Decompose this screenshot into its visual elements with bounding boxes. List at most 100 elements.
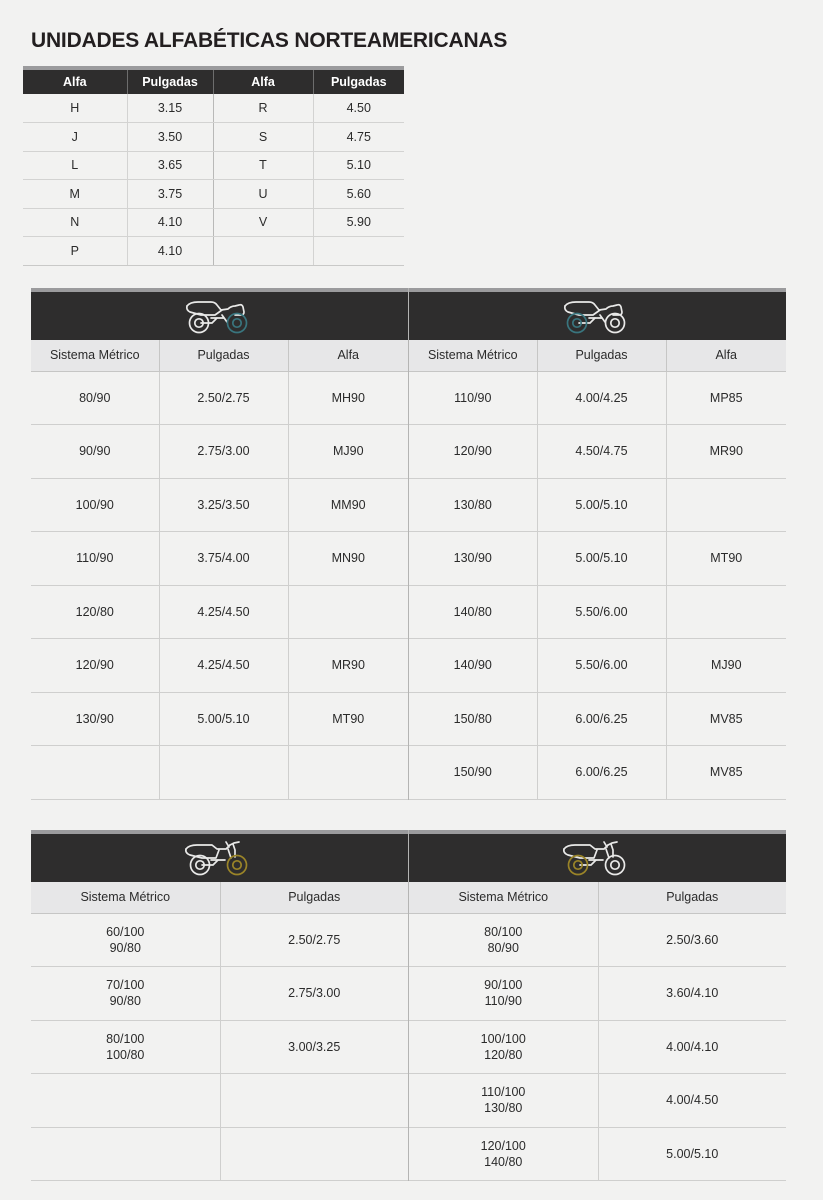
column-header-pulgadas: Pulgadas <box>598 882 786 914</box>
cell-alfa: MM90 <box>288 478 408 532</box>
table-row: 100/90 3.25/3.50 MM90 <box>31 478 408 532</box>
column-header-pulgadas: Pulgadas <box>220 882 408 914</box>
table-row: 90/100 110/90 3.60/4.10 <box>409 966 786 1021</box>
table-row: N 4.10 V 5.90 <box>23 208 404 237</box>
table-row: H 3.15 R 4.50 <box>23 94 404 123</box>
cell-pulgadas: 5.50/6.00 <box>537 638 667 693</box>
cell-sistema-metrico: 80/90 <box>31 371 160 425</box>
cell-pulgadas: 4.00/4.10 <box>598 1020 786 1074</box>
cell-alfa: MR90 <box>288 638 408 693</box>
table-header-row: Alfa Pulgadas Alfa Pulgadas <box>23 70 404 94</box>
metric-size-primary: 120/100 <box>480 1138 526 1153</box>
cell-pulgadas: 5.60 <box>313 179 404 209</box>
cell-pulgadas: 4.75 <box>313 122 404 152</box>
table-row: 130/90 5.00/5.10 MT90 <box>409 531 786 586</box>
cell-alfa: V <box>213 208 314 237</box>
cell-sistema-metrico: 100/90 <box>31 478 160 532</box>
cell-sistema-metrico: 150/90 <box>409 745 538 800</box>
cell-pulgadas: 3.50 <box>127 122 214 152</box>
cell-pulgadas: 2.50/2.75 <box>220 913 408 967</box>
cell-sistema-metrico: 120/90 <box>409 424 538 479</box>
cell-alfa: MJ90 <box>666 638 786 693</box>
table-row: 110/100 130/80 4.00/4.50 <box>409 1073 786 1128</box>
table-row <box>31 1127 408 1181</box>
cell-pulgadas: 2.75/3.00 <box>159 424 289 479</box>
table-row: 140/80 5.50/6.00 <box>409 585 786 639</box>
cell-pulgadas: 3.00/3.25 <box>220 1020 408 1074</box>
cell-pulgadas: 4.00/4.25 <box>537 371 667 425</box>
cell-pulgadas <box>220 1127 408 1181</box>
column-header-alfa-1: Alfa <box>23 70 128 94</box>
dirt-front-tire-panel: Sistema Métrico Pulgadas 80/100 80/90 2.… <box>408 830 786 1181</box>
cell-pulgadas: 5.10 <box>313 151 404 180</box>
cell-alfa: MN90 <box>288 531 408 586</box>
table-row: 60/100 90/80 2.50/2.75 <box>31 913 408 967</box>
motorcycle-front-tire-icon <box>559 296 637 336</box>
cell-pulgadas: 4.10 <box>127 208 214 237</box>
table-row: 140/90 5.50/6.00 MJ90 <box>409 638 786 693</box>
motorcycle-rear-tire-icon <box>181 296 259 336</box>
cell-alfa: MV85 <box>666 745 786 800</box>
cell-sistema-metrico: 90/90 <box>31 424 160 479</box>
dirt-rear-tire-panel: Sistema Métrico Pulgadas 60/100 90/80 2.… <box>31 830 408 1181</box>
cell-pulgadas: 4.10 <box>127 236 214 266</box>
cell-alfa: H <box>23 94 128 123</box>
cell-pulgadas: 4.50 <box>313 94 404 123</box>
table-row: 80/90 2.50/2.75 MH90 <box>31 371 408 425</box>
dirt-rear-tire-body: 60/100 90/80 2.50/2.75 70/100 90/80 2.75… <box>31 913 408 1181</box>
cell-sistema-metrico <box>31 1127 221 1181</box>
cell-alfa: MT90 <box>666 531 786 586</box>
cell-sistema-metrico <box>31 745 160 800</box>
cell-sistema-metrico: 110/90 <box>31 531 160 586</box>
cell-alfa: L <box>23 151 128 180</box>
street-rear-tire-grid: Sistema Métrico Pulgadas Alfa 80/90 2.50… <box>31 340 408 800</box>
metric-size-secondary: 110/90 <box>484 994 522 1009</box>
dirtbike-rear-tire-icon <box>181 838 259 878</box>
street-bike-conversion-table: Sistema Métrico Pulgadas Alfa 80/90 2.50… <box>31 288 786 800</box>
column-header-pulgadas-2: Pulgadas <box>313 70 404 94</box>
dirt-rear-tire-header <box>31 834 408 882</box>
metric-size-primary: 80/100 <box>106 1031 145 1046</box>
cell-sistema-metrico: 120/90 <box>31 638 160 693</box>
cell-alfa <box>288 745 408 800</box>
metric-size-secondary: 130/80 <box>484 1101 523 1116</box>
cell-pulgadas: 5.50/6.00 <box>537 585 667 639</box>
cell-pulgadas <box>220 1073 408 1128</box>
cell-alfa: MR90 <box>666 424 786 479</box>
cell-alfa: MV85 <box>666 692 786 746</box>
cell-pulgadas: 5.90 <box>313 208 404 237</box>
cell-alfa <box>666 478 786 532</box>
cell-pulgadas: 4.50/4.75 <box>537 424 667 479</box>
cell-alfa: MT90 <box>288 692 408 746</box>
cell-alfa: N <box>23 208 128 237</box>
cell-pulgadas <box>159 745 289 800</box>
alpha-inches-table-body: H 3.15 R 4.50 J 3.50 S 4.75 L 3.65 T 5.1… <box>23 94 404 266</box>
cell-alfa: P <box>23 236 128 266</box>
dirt-front-tire-body: 80/100 80/90 2.50/3.60 90/100 110/90 3.6… <box>409 913 786 1181</box>
cell-sistema-metrico: 120/80 <box>31 585 160 639</box>
table-top-accent-strip <box>409 830 786 834</box>
cell-sistema-metrico: 150/80 <box>409 692 538 746</box>
cell-sistema-metrico: 110/100 130/80 <box>409 1073 599 1128</box>
cell-pulgadas: 5.00/5.10 <box>537 478 667 532</box>
cell-alfa: U <box>213 179 314 209</box>
metric-size-primary: 70/100 <box>106 978 145 993</box>
cell-alfa: J <box>23 122 128 152</box>
cell-pulgadas: 3.75 <box>127 179 214 209</box>
table-top-accent-strip <box>31 288 408 292</box>
table-header-row: Sistema Métrico Pulgadas <box>31 882 408 914</box>
dirtbike-front-tire-icon <box>559 838 637 878</box>
table-row: P 4.10 <box>23 236 404 266</box>
cell-pulgadas: 4.00/4.50 <box>598 1073 786 1128</box>
street-front-tire-grid: Sistema Métrico Pulgadas Alfa 110/90 4.0… <box>409 340 786 800</box>
cell-sistema-metrico: 140/80 <box>409 585 538 639</box>
cell-sistema-metrico: 70/100 90/80 <box>31 966 221 1021</box>
metric-size-primary: 60/100 <box>106 924 145 939</box>
column-header-sistema-metrico: Sistema Métrico <box>409 340 538 372</box>
alpha-inches-table-wrapper: Alfa Pulgadas Alfa Pulgadas H 3.15 R 4.5… <box>23 66 404 266</box>
table-row <box>31 1073 408 1128</box>
cell-alfa: R <box>213 94 314 123</box>
cell-pulgadas: 5.00/5.10 <box>159 692 289 746</box>
cell-sistema-metrico: 90/100 110/90 <box>409 966 599 1021</box>
metric-size-primary: 80/100 <box>484 924 523 939</box>
